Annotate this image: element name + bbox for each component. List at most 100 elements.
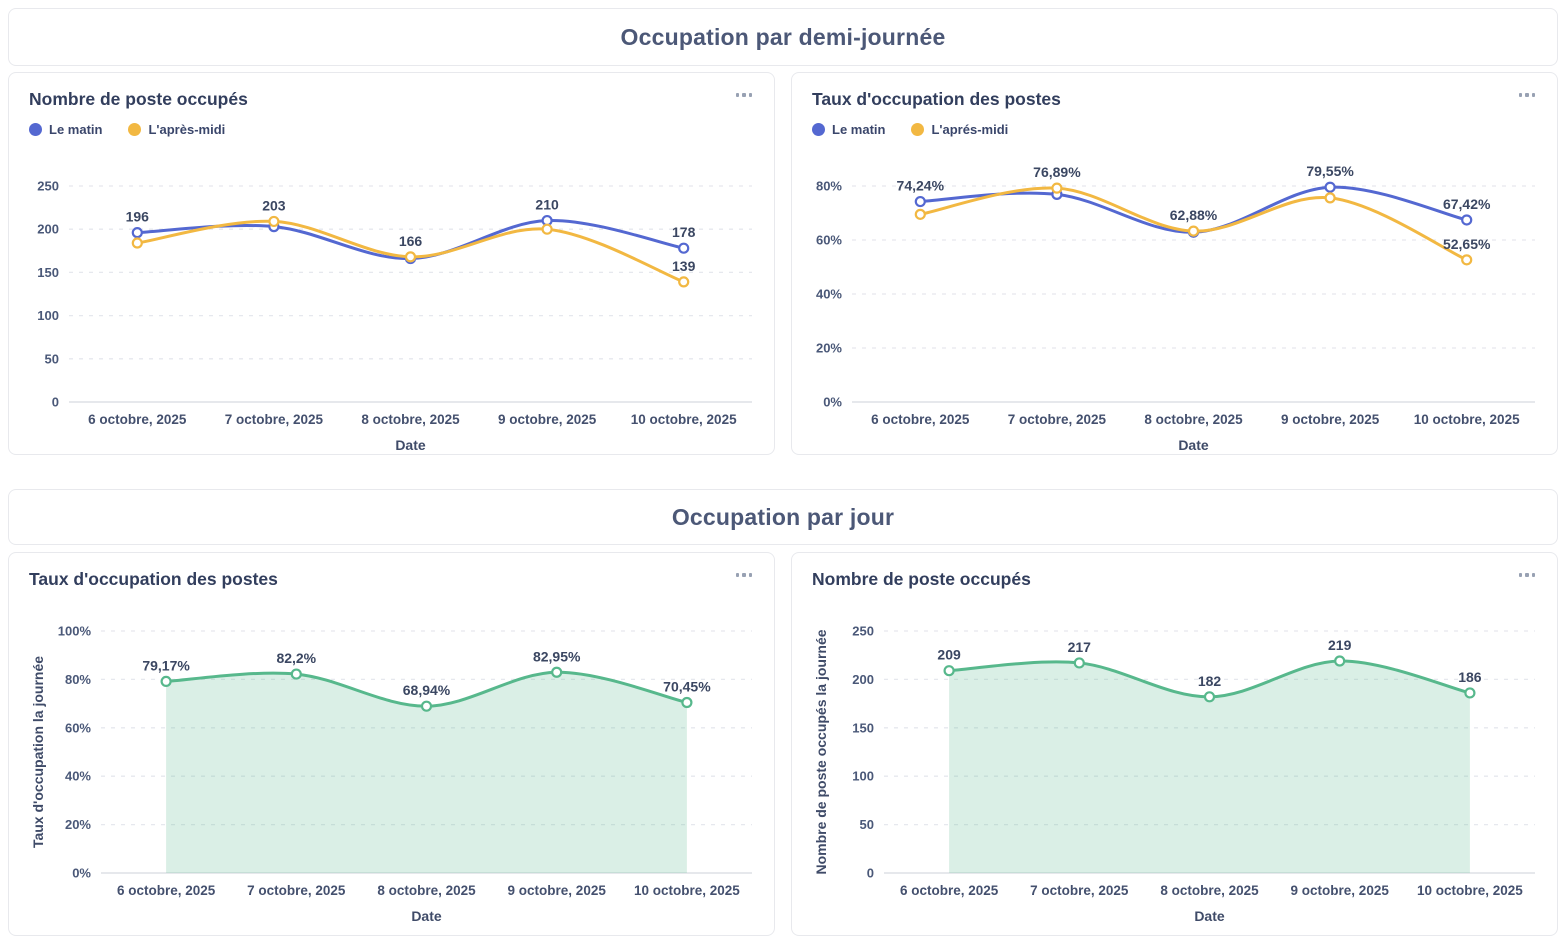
dot-icon <box>1518 93 1522 97</box>
svg-text:139: 139 <box>672 258 696 274</box>
svg-text:7 octobre, 2025: 7 octobre, 2025 <box>1030 883 1129 898</box>
svg-text:Taux d'occupation la journée: Taux d'occupation la journée <box>30 656 46 848</box>
dashboard: Occupation par demi-journée Nombre de po… <box>8 8 1558 936</box>
dot-icon <box>1518 573 1522 577</box>
svg-text:210: 210 <box>535 197 559 213</box>
chart-title: Nombre de poste occupés <box>812 569 1031 589</box>
ellipsis-menu-icon[interactable] <box>734 89 755 101</box>
legend-label: L'aprés-midi <box>931 121 1009 137</box>
svg-text:8 octobre, 2025: 8 octobre, 2025 <box>377 883 476 898</box>
svg-text:219: 219 <box>1328 637 1352 653</box>
svg-text:20%: 20% <box>65 817 91 832</box>
svg-text:40%: 40% <box>816 287 842 302</box>
ellipsis-menu-icon[interactable] <box>1517 569 1538 581</box>
ellipsis-menu-icon[interactable] <box>1517 89 1538 101</box>
svg-text:79,55%: 79,55% <box>1306 163 1354 179</box>
dot-icon <box>748 573 752 577</box>
svg-text:7 octobre, 2025: 7 octobre, 2025 <box>225 412 324 427</box>
section-header-half-day: Occupation par demi-journée <box>8 8 1558 66</box>
svg-text:203: 203 <box>262 197 286 213</box>
svg-text:186: 186 <box>1458 669 1482 685</box>
svg-text:10 octobre, 2025: 10 octobre, 2025 <box>634 883 740 898</box>
chart-canvas-half-day-count: 0 50 100 150 200 250 6 octobre, 2025 7 octobre,… <box>37 179 752 453</box>
dot-icon <box>1525 573 1529 577</box>
dot-icon <box>748 93 752 97</box>
svg-text:209: 209 <box>937 647 961 663</box>
svg-text:10 octobre, 2025: 10 octobre, 2025 <box>1417 883 1523 898</box>
svg-text:196: 196 <box>126 209 150 225</box>
svg-text:8 octobre, 2025: 8 octobre, 2025 <box>1160 883 1259 898</box>
svg-text:150: 150 <box>37 265 59 280</box>
legend-item-afternoon[interactable]: L'aprés-midi <box>911 122 1008 137</box>
legend-label: Le matin <box>49 121 103 137</box>
svg-text:80%: 80% <box>816 179 842 194</box>
chart-canvas-half-day-rate: 0% 20% 40% 60% 80% 6 octobre, 2025 7 octobre, … <box>816 163 1535 453</box>
svg-text:Nombre de poste occupés la jou: Nombre de poste occupés la journée <box>813 629 829 874</box>
svg-text:6 octobre, 2025: 6 octobre, 2025 <box>117 883 216 898</box>
svg-text:40%: 40% <box>65 769 91 784</box>
svg-text:80%: 80% <box>65 672 91 687</box>
dot-icon <box>735 573 739 577</box>
svg-text:200: 200 <box>852 672 874 687</box>
dot-icon <box>1531 93 1535 97</box>
svg-text:8 octobre, 2025: 8 octobre, 2025 <box>1144 412 1243 427</box>
legend-item-afternoon[interactable]: L'après-midi <box>128 122 225 137</box>
svg-text:0: 0 <box>52 395 59 410</box>
section-title: Occupation par demi-journée <box>620 23 946 50</box>
chart-card-half-day-rate: Taux d'occupation des postes Le matin L'… <box>791 72 1558 455</box>
svg-text:82,95%: 82,95% <box>533 648 581 664</box>
svg-text:Date: Date <box>1194 908 1225 924</box>
svg-text:9 octobre, 2025: 9 octobre, 2025 <box>1281 412 1380 427</box>
svg-text:Date: Date <box>1178 437 1209 453</box>
svg-text:10 octobre, 2025: 10 octobre, 2025 <box>1414 412 1520 427</box>
svg-text:70,45%: 70,45% <box>663 679 711 695</box>
svg-text:79,17%: 79,17% <box>142 657 190 673</box>
svg-text:10 octobre, 2025: 10 octobre, 2025 <box>631 412 737 427</box>
svg-text:6 octobre, 2025: 6 octobre, 2025 <box>88 412 187 427</box>
dot-icon <box>742 573 746 577</box>
section-header-day: Occupation par jour <box>8 489 1558 545</box>
svg-text:100: 100 <box>37 308 59 323</box>
svg-text:0%: 0% <box>823 395 842 410</box>
legend-dot-icon <box>812 122 825 136</box>
section-title: Occupation par jour <box>671 503 895 530</box>
legend-label: L'après-midi <box>148 121 226 137</box>
legend-dot-icon <box>29 122 42 136</box>
legend: Le matin L'aprés-midi <box>812 120 1537 138</box>
svg-text:82,2%: 82,2% <box>276 650 316 666</box>
svg-text:8 octobre, 2025: 8 octobre, 2025 <box>361 412 460 427</box>
svg-text:52,65%: 52,65% <box>1443 236 1491 252</box>
svg-text:7 octobre, 2025: 7 octobre, 2025 <box>247 883 346 898</box>
legend-dot-icon <box>128 122 142 136</box>
svg-text:0%: 0% <box>72 866 91 881</box>
svg-text:182: 182 <box>1198 673 1222 689</box>
svg-text:250: 250 <box>37 179 59 194</box>
svg-text:68,94%: 68,94% <box>403 682 451 698</box>
chart-card-day-rate: Taux d'occupation des postes 0% 20% 40% 60%… <box>8 552 775 936</box>
svg-text:9 octobre, 2025: 9 octobre, 2025 <box>1291 883 1390 898</box>
chart-card-day-count: Nombre de poste occupés 0 50 100 150 200 250 6… <box>791 552 1558 936</box>
chart-card-half-day-count: Nombre de poste occupés Le matin L'après… <box>8 72 775 455</box>
dot-icon <box>1531 573 1535 577</box>
legend: Le matin L'après-midi <box>29 120 754 138</box>
svg-text:60%: 60% <box>65 720 91 735</box>
svg-text:166: 166 <box>399 233 423 249</box>
svg-text:62,88%: 62,88% <box>1170 207 1218 223</box>
chart-canvas-day-count: 0 50 100 150 200 250 6 octobre, 2025 7 octobre,… <box>813 624 1535 924</box>
chart-title: Nombre de poste occupés <box>29 89 248 109</box>
legend-item-morning[interactable]: Le matin <box>29 122 102 137</box>
svg-text:20%: 20% <box>816 341 842 356</box>
svg-text:217: 217 <box>1068 639 1092 655</box>
svg-text:Date: Date <box>395 437 426 453</box>
svg-text:7 octobre, 2025: 7 octobre, 2025 <box>1008 412 1107 427</box>
svg-text:0: 0 <box>867 866 874 881</box>
chart-title: Taux d'occupation des postes <box>812 89 1061 109</box>
legend-item-morning[interactable]: Le matin <box>812 122 885 137</box>
svg-text:6 octobre, 2025: 6 octobre, 2025 <box>871 412 970 427</box>
svg-text:250: 250 <box>852 624 874 639</box>
ellipsis-menu-icon[interactable] <box>734 569 755 581</box>
svg-text:50: 50 <box>860 817 874 832</box>
svg-text:6 octobre, 2025: 6 octobre, 2025 <box>900 883 999 898</box>
dot-icon <box>735 93 739 97</box>
chart-title: Taux d'occupation des postes <box>29 569 278 589</box>
